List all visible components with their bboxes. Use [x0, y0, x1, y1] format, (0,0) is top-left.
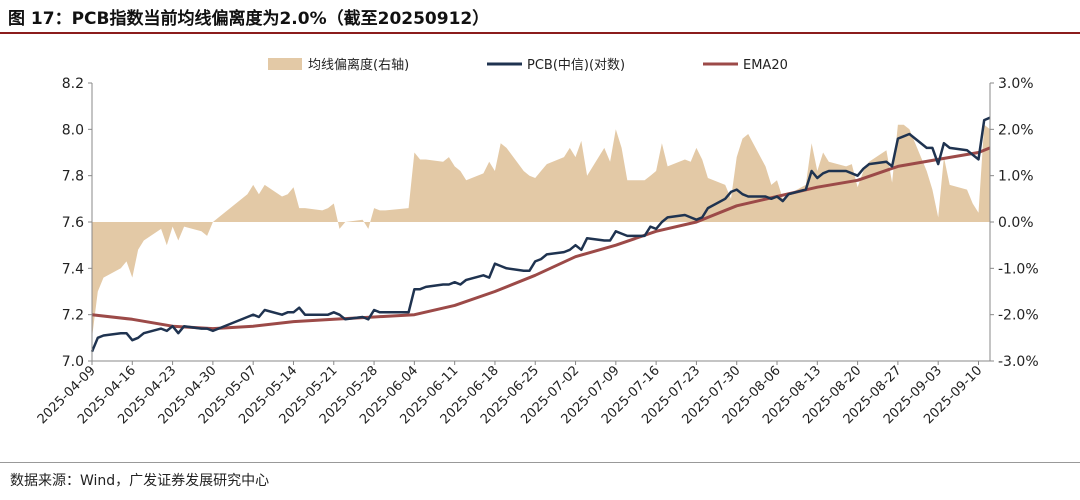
- y-right-tick-label: -1.0%: [998, 261, 1039, 277]
- series-pcb-line: [90, 116, 991, 353]
- chart: 均线偏离度(右轴) PCB(中信)(对数) EMA20 7.0 7.2 7.4 7.6…: [35, 57, 1039, 427]
- y-right-tick-label: 1.0%: [998, 169, 1034, 185]
- y-right-tick-label: -2.0%: [998, 308, 1039, 324]
- legend-swatch-deviation: [268, 58, 302, 70]
- lines-layer: [90, 116, 991, 353]
- y-left-tick-label: 8.0: [62, 122, 84, 138]
- series-ema20-line: [91, 146, 991, 331]
- chart-title: 图 17：PCB指数当前均线偏离度为2.0%（截至20250912）: [8, 9, 490, 29]
- y-left-tick-label: 7.6: [62, 215, 84, 231]
- legend: 均线偏离度(右轴) PCB(中信)(对数) EMA20: [268, 57, 788, 73]
- series-deviation-area: [92, 124, 990, 338]
- y-left-tick-label: 7.4: [62, 261, 84, 277]
- y-left-tick-label: 8.2: [62, 76, 84, 92]
- legend-label-pcb: PCB(中信)(对数): [527, 58, 625, 73]
- y-right-tick-label: 2.0%: [998, 122, 1034, 138]
- legend-label-deviation: 均线偏离度(右轴): [308, 57, 409, 73]
- y-left-tick-label: 7.2: [62, 308, 84, 324]
- legend-label-ema20: EMA20: [743, 58, 788, 73]
- source-note: 数据来源：Wind，广发证券发展研究中心: [10, 473, 270, 489]
- axes: 7.0 7.2 7.4 7.6 7.8 8.0 8.2 -3.0% -2.0% -1.0% 0.0%…: [35, 76, 1039, 427]
- deviation-area-layer: [92, 124, 990, 338]
- y-right-tick-label: 0.0%: [998, 215, 1034, 231]
- source-divider: [0, 462, 1080, 463]
- y-right-tick-label: 3.0%: [998, 76, 1034, 92]
- y-left-tick-label: 7.0: [62, 354, 84, 370]
- y-left-tick-label: 7.8: [62, 169, 84, 185]
- title-divider: [0, 32, 1080, 34]
- y-right-tick-label: -3.0%: [998, 354, 1039, 370]
